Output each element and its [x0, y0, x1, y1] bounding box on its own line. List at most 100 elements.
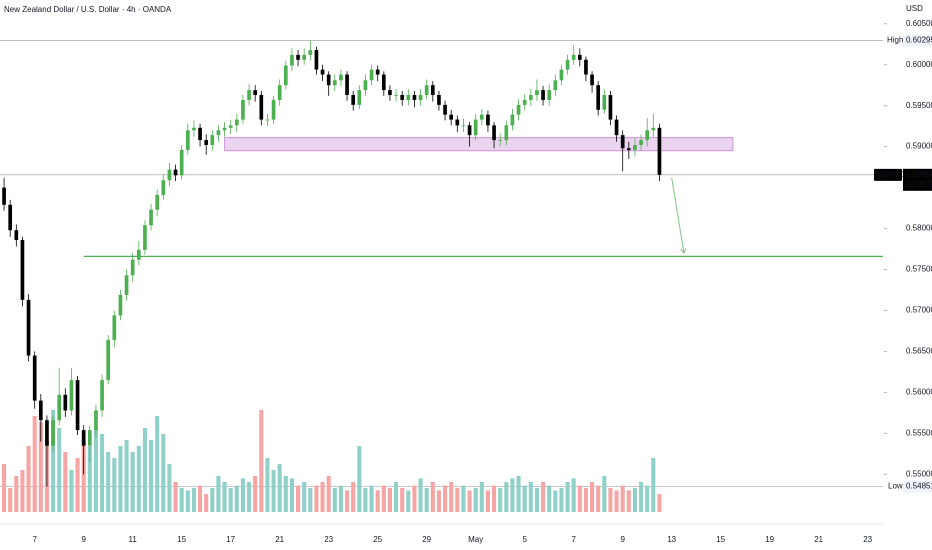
candle-body: [541, 90, 545, 100]
volume-bar: [504, 482, 509, 512]
candle-body: [45, 420, 49, 446]
volume-bar: [590, 482, 595, 512]
volume-bar: [302, 482, 307, 512]
candle-body: [437, 95, 441, 105]
candle-body: [516, 104, 521, 115]
volume-bar: [541, 482, 546, 512]
candle-body: [633, 144, 637, 150]
candle-body: [339, 74, 343, 81]
volume-bar: [351, 482, 356, 512]
candle-body: [326, 74, 331, 86]
volume-bar: [93, 428, 98, 512]
candle-body: [136, 249, 141, 260]
volume-bar: [191, 488, 196, 512]
candle-body: [130, 259, 135, 276]
candle-body: [553, 80, 558, 91]
volume-bar: [283, 476, 288, 512]
candle-body: [124, 275, 129, 295]
candle-body: [443, 104, 447, 115]
volume-bar: [2, 464, 7, 512]
candle-body: [430, 85, 435, 96]
candle-body: [100, 380, 104, 411]
candle-body: [290, 54, 294, 66]
volume-bar: [467, 490, 472, 512]
volume-bar: [314, 485, 319, 512]
x-tick-label: 17: [226, 535, 235, 544]
volume-bar: [332, 488, 337, 512]
candle-body: [265, 119, 270, 121]
y-tick-label: 0.55000: [906, 469, 932, 478]
candle-body: [118, 294, 123, 316]
candle-body: [241, 99, 245, 120]
countdown: 02:00:54: [906, 180, 932, 189]
candle-body: [351, 95, 356, 105]
candle-body: [204, 140, 209, 145]
candle-body: [320, 69, 325, 75]
volume-bar: [81, 440, 86, 512]
candle-body: [626, 148, 631, 150]
volume-bar: [8, 488, 13, 512]
candle-body: [81, 430, 86, 446]
volume-bar: [449, 482, 454, 512]
volume-bar: [602, 476, 607, 512]
volume-bar: [492, 485, 497, 512]
candle-body: [492, 125, 496, 141]
candle-body: [51, 420, 55, 446]
candle-body: [234, 119, 239, 126]
volume-bar: [406, 490, 411, 512]
volume-bar: [228, 488, 233, 512]
volume-bar: [479, 482, 484, 512]
candle-body: [216, 130, 221, 136]
candle-body: [510, 114, 515, 126]
volume-bar: [259, 410, 264, 512]
volume-bar: [381, 485, 386, 512]
low-value: 0.54851: [906, 482, 932, 491]
candle-body: [87, 430, 92, 446]
volume-bar: [130, 452, 135, 512]
candle-body: [38, 400, 43, 421]
candle-body: [369, 69, 374, 81]
candle-body: [69, 380, 74, 411]
volume-bar: [198, 485, 203, 512]
candle-body: [296, 54, 300, 60]
volume-bar: [522, 485, 527, 512]
candle-body: [620, 135, 625, 149]
candle-body: [253, 90, 258, 96]
candle-body: [185, 130, 190, 150]
volume-bar: [265, 458, 270, 512]
candle-body: [277, 85, 282, 100]
candle-body: [94, 410, 98, 431]
volume-bar: [100, 434, 105, 512]
candle-body: [504, 125, 509, 141]
candle-body: [8, 204, 13, 231]
volume-bar: [38, 422, 43, 512]
volume-bar: [400, 488, 405, 512]
candle-body: [522, 99, 527, 105]
candle-body: [345, 74, 349, 96]
low-label: Low: [888, 482, 903, 491]
candle-body: [406, 95, 411, 100]
arrow-head: [680, 248, 687, 255]
volume-bar: [577, 485, 582, 512]
volume-bar: [461, 485, 466, 512]
x-tick-label: 21: [814, 535, 823, 544]
volume-bar: [289, 478, 294, 512]
x-tick-label: 5: [522, 535, 527, 544]
volume-bar: [155, 416, 160, 512]
volume-bar: [222, 482, 227, 512]
volume-bar: [296, 485, 301, 512]
candle-body: [639, 140, 643, 145]
candle-body: [565, 59, 570, 70]
x-tick-label: 23: [324, 535, 333, 544]
candle-body: [314, 49, 319, 70]
volume-bar: [387, 488, 392, 512]
volume-bar: [418, 478, 423, 512]
volume-bar: [173, 482, 178, 512]
volume-bar: [436, 490, 441, 512]
x-tick-label: 19: [765, 535, 774, 544]
volume-bar: [357, 446, 362, 512]
